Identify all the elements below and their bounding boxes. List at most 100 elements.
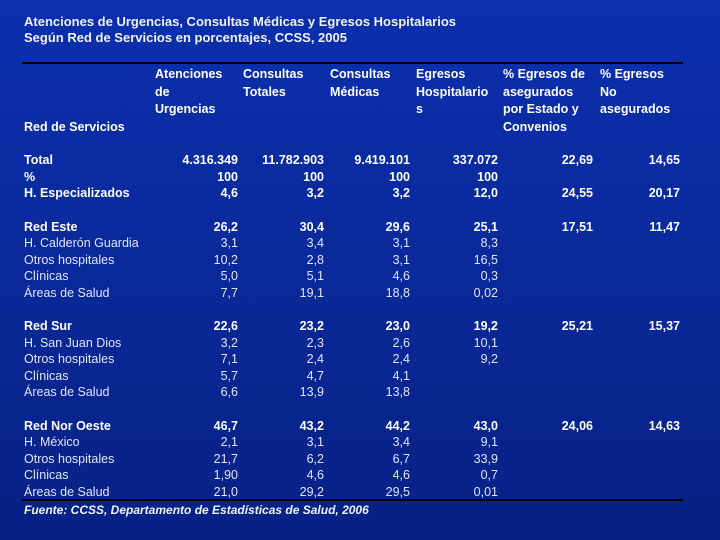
cell-c4: 0,02 xyxy=(473,286,498,300)
row-label: H. México xyxy=(24,435,80,449)
table-row: H. San Juan Dios 3,2 2,3 2,6 10,1 xyxy=(0,335,720,352)
cell-c6: 14,63 xyxy=(648,419,680,433)
header-red-servicios: Red de Servicios xyxy=(24,120,125,134)
row-label: H. Especializados xyxy=(24,186,130,200)
cell-c5: 17,51 xyxy=(561,220,593,234)
cell-c3: 29,6 xyxy=(385,220,410,234)
cell-c4: 43,0 xyxy=(473,419,498,433)
cell-c4: 337.072 xyxy=(452,153,498,167)
row-label: Red Sur xyxy=(24,319,72,333)
cell-c2: 11.782.903 xyxy=(262,153,324,167)
cell-c3: 23,0 xyxy=(385,319,410,333)
cell-c3: 4,6 xyxy=(392,468,410,482)
cell-c2: 2,8 xyxy=(306,253,324,267)
cell-c4: 0,01 xyxy=(473,485,498,499)
cell-c1: 22,6 xyxy=(213,319,238,333)
header-pct-no-asegurados: % Egresos No asegurados xyxy=(600,67,671,116)
table-row: H. México 2,1 3,1 3,4 9,1 xyxy=(0,434,720,451)
cell-c3: 29,5 xyxy=(385,485,410,499)
cell-c2: 100 xyxy=(303,170,324,184)
table-row: Áreas de Salud 21,0 29,2 29,5 0,01 xyxy=(0,484,720,501)
cell-c2: 19,1 xyxy=(299,286,324,300)
table-row: Red Este 26,2 30,4 29,6 25,1 17,51 11,47 xyxy=(0,219,720,236)
row-label: Red Nor Oeste xyxy=(24,419,111,433)
cell-c1: 7,1 xyxy=(220,352,238,366)
cell-c2: 4,7 xyxy=(306,369,324,383)
cell-c4: 19,2 xyxy=(473,319,498,333)
title-line-2: Según Red de Servicios en porcentajes, C… xyxy=(24,30,347,45)
row-label: Otros hospitales xyxy=(24,452,115,466)
cell-c1: 2,1 xyxy=(220,435,238,449)
cell-c1: 7,7 xyxy=(220,286,238,300)
table-row: Áreas de Salud 7,7 19,1 18,8 0,02 xyxy=(0,285,720,302)
cell-c2: 3,4 xyxy=(306,236,324,250)
row-label: Total xyxy=(24,153,53,167)
cell-c5: 24,06 xyxy=(561,419,593,433)
cell-c4: 0,3 xyxy=(480,269,498,283)
table-row: % 100 100 100 100 xyxy=(0,169,720,186)
cell-c1: 10,2 xyxy=(213,253,238,267)
cell-c4: 33,9 xyxy=(473,452,498,466)
cell-c3: 3,1 xyxy=(392,253,410,267)
cell-c4: 10,1 xyxy=(473,336,498,350)
cell-c1: 3,2 xyxy=(220,336,238,350)
cell-c4: 9,2 xyxy=(480,352,498,366)
cell-c2: 4,6 xyxy=(306,468,324,482)
cell-c3: 4,6 xyxy=(392,269,410,283)
cell-c3: 44,2 xyxy=(385,419,410,433)
cell-c3: 6,7 xyxy=(392,452,410,466)
table-row: H. Calderón Guardia 3,1 3,4 3,1 8,3 xyxy=(0,235,720,252)
row-label: H. Calderón Guardia xyxy=(24,236,139,250)
source-note: Fuente: CCSS, Departamento de Estadístic… xyxy=(24,503,369,517)
cell-c2: 6,2 xyxy=(306,452,324,466)
table-row: Otros hospitales 21,7 6,2 6,7 33,9 xyxy=(0,451,720,468)
table-row: Red Sur 22,6 23,2 23,0 19,2 25,21 15,37 xyxy=(0,318,720,335)
header-consultas-medicas: Consultas Médicas xyxy=(330,67,391,99)
table-row: Clínicas 5,0 5,1 4,6 0,3 xyxy=(0,268,720,285)
cell-c5: 24,55 xyxy=(561,186,593,200)
cell-c1: 5,0 xyxy=(220,269,238,283)
cell-c3: 9.419.101 xyxy=(354,153,410,167)
row-label: % xyxy=(24,170,36,184)
cell-c1: 4.316.349 xyxy=(182,153,238,167)
cell-c2: 29,2 xyxy=(299,485,324,499)
cell-c6: 20,17 xyxy=(648,186,680,200)
row-label: Otros hospitales xyxy=(24,253,115,267)
cell-c6: 11,47 xyxy=(649,220,680,234)
row-label: Áreas de Salud xyxy=(24,485,110,499)
cell-c5: 25,21 xyxy=(561,319,593,333)
cell-c6: 14,65 xyxy=(648,153,680,167)
title-line-1: Atenciones de Urgencias, Consultas Médic… xyxy=(24,14,457,29)
cell-c4: 8,3 xyxy=(480,236,498,250)
cell-c2: 13,9 xyxy=(299,385,324,399)
cell-c2: 30,4 xyxy=(299,220,324,234)
cell-c1: 6,6 xyxy=(220,385,238,399)
header-egresos: Egresos Hospitalario s xyxy=(416,67,489,116)
cell-c1: 21,0 xyxy=(213,485,238,499)
table-top-rule xyxy=(22,62,683,64)
cell-c2: 2,3 xyxy=(306,336,324,350)
row-label: Áreas de Salud xyxy=(24,385,110,399)
table-row: Otros hospitales 7,1 2,4 2,4 9,2 xyxy=(0,351,720,368)
cell-c4: 100 xyxy=(477,170,498,184)
header-consultas-totales: Consultas Totales xyxy=(243,67,304,99)
cell-c4: 12,0 xyxy=(473,186,498,200)
cell-c3: 18,8 xyxy=(385,286,410,300)
cell-c3: 2,6 xyxy=(392,336,410,350)
header-pct-asegurados: % Egresos de asegurados por Estado y Con… xyxy=(503,67,585,134)
row-label: Clínicas xyxy=(24,468,69,482)
cell-c3: 100 xyxy=(389,170,410,184)
table-row: Áreas de Salud 6,6 13,9 13,8 xyxy=(0,384,720,401)
slide-title: Atenciones de Urgencias, Consultas Médic… xyxy=(24,14,456,46)
cell-c6: 15,37 xyxy=(648,319,680,333)
cell-c2: 43,2 xyxy=(299,419,324,433)
table-row: Clínicas 1,90 4,6 4,6 0,7 xyxy=(0,467,720,484)
cell-c2: 3,1 xyxy=(306,435,324,449)
table-row: Total 4.316.349 11.782.903 9.419.101 337.072… xyxy=(0,152,720,169)
table-row: H. Especializados 4,6 3,2 3,2 12,0 24,55 20,17 xyxy=(0,185,720,202)
row-label: H. San Juan Dios xyxy=(24,336,122,350)
cell-c4: 0,7 xyxy=(480,468,498,482)
cell-c5: 22,69 xyxy=(561,153,593,167)
cell-c2: 3,2 xyxy=(306,186,324,200)
row-label: Clínicas xyxy=(24,369,69,383)
